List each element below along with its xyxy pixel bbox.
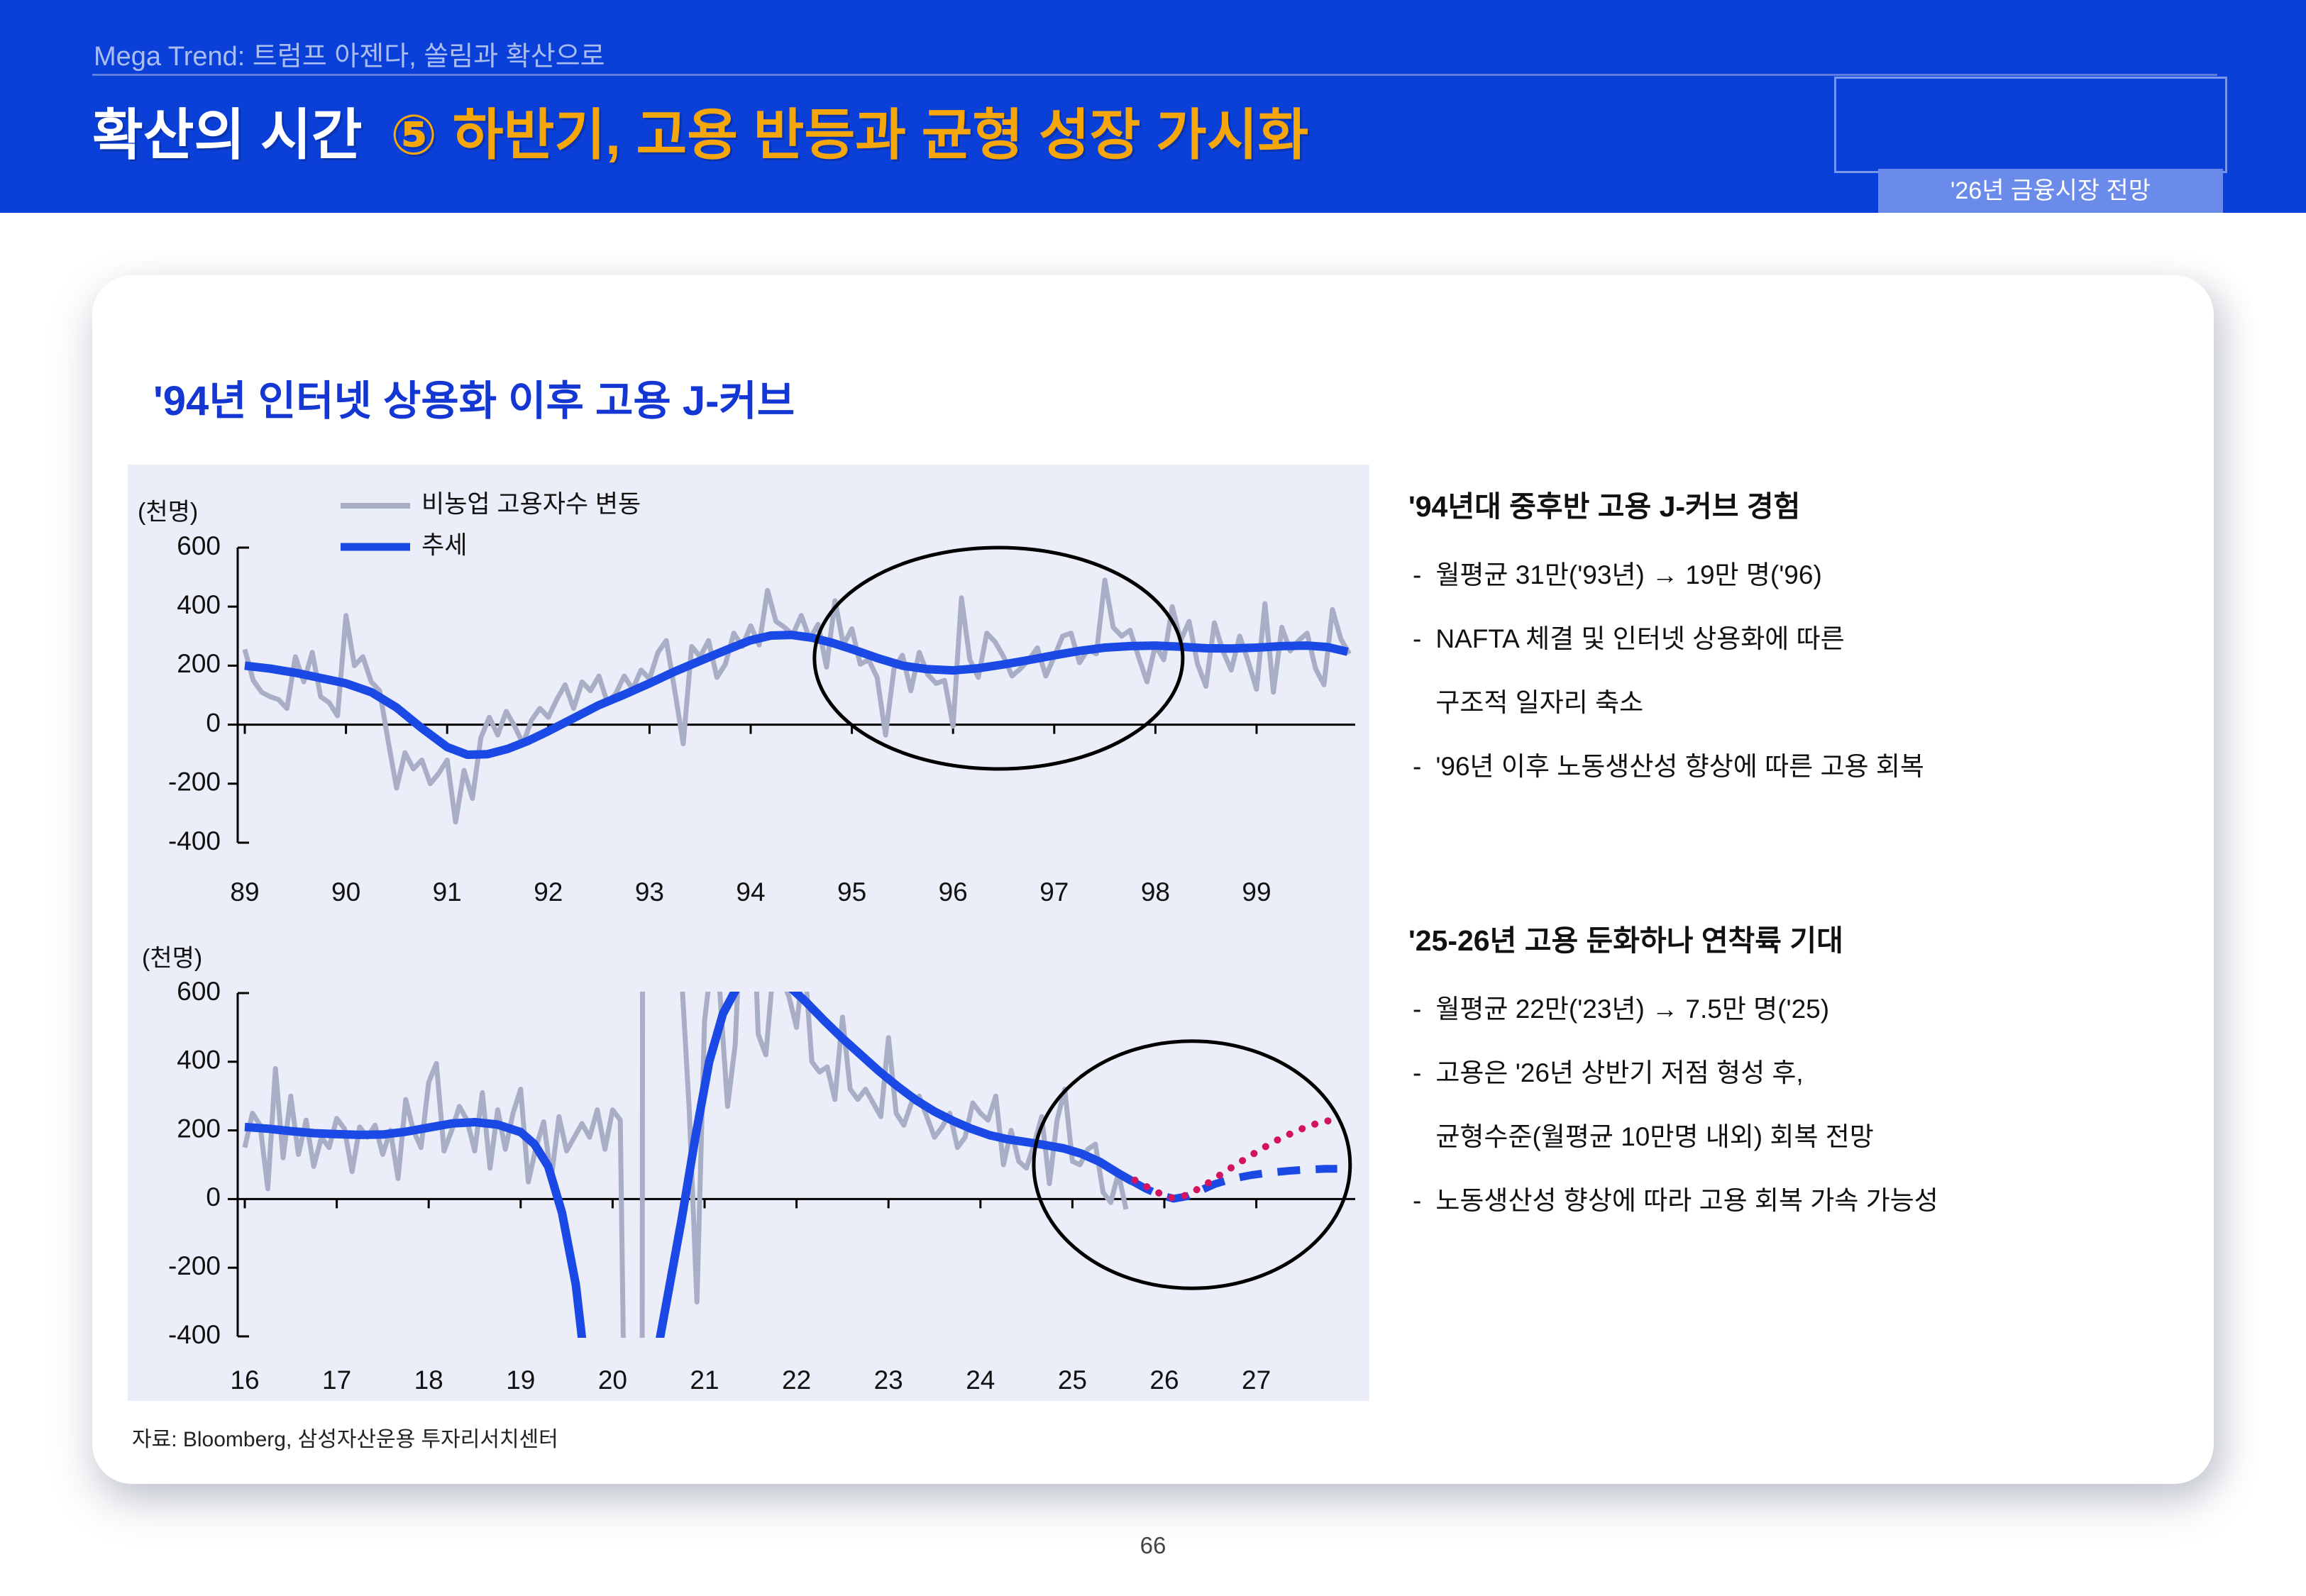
- bullet-item: - 월평균 22만('23년) → 7.5만 명('25): [1413, 994, 1830, 1024]
- svg-text:26: 26: [1149, 1365, 1179, 1395]
- svg-text:200: 200: [177, 649, 221, 678]
- employment-chart-1990s: -400 -200 0 200 400 600 89 90 91 92 93 94 95 96 97 98 99…: [138, 490, 1355, 907]
- page-title-sub: ⑤ 하반기, 고용 반등과 균형 성장 가시화: [390, 104, 1309, 166]
- svg-text:98: 98: [1141, 877, 1170, 907]
- svg-text:90: 90: [331, 877, 360, 907]
- svg-text:600: 600: [177, 977, 221, 1006]
- svg-text:(천명): (천명): [138, 499, 198, 526]
- svg-text:21: 21: [690, 1365, 719, 1395]
- report-badge: '26년 금융시장 전망: [1878, 169, 2223, 213]
- content-card: '94년 인터넷 상용화 이후 고용 J-커브 -400 -200 0 200 400 6…: [92, 275, 2214, 1484]
- commentary-bullets-1990s: - 월평균 31만('93년) → 19만 명('96) - NAFTA 체결 및 인…: [1408, 558, 2224, 785]
- page-title: 확산의 시간 ⑤ 하반기, 고용 반등과 균형 성장 가시화: [92, 91, 1308, 170]
- svg-text:25: 25: [1058, 1365, 1087, 1395]
- svg-text:400: 400: [177, 1046, 221, 1075]
- svg-text:27: 27: [1242, 1365, 1271, 1395]
- bullet-item: - 노동생산성 향상에 따라 고용 회복 가속 가능성: [1413, 1186, 1938, 1215]
- commentary-column: '94년대 중후반 고용 J-커브 경험 - 월평균 31만('93년) → 19…: [1408, 482, 2224, 1247]
- card-title: '94년 인터넷 상용화 이후 고용 J-커브: [153, 378, 795, 425]
- svg-text:96: 96: [939, 877, 968, 907]
- svg-text:97: 97: [1039, 877, 1069, 907]
- svg-text:24: 24: [966, 1365, 995, 1395]
- svg-text:20: 20: [598, 1365, 627, 1395]
- svg-text:94: 94: [736, 877, 765, 907]
- commentary-bullets-2020s: - 월평균 22만('23년) → 7.5만 명('25) - 고용은 '26년 상반…: [1408, 992, 2224, 1219]
- svg-text:추세: 추세: [421, 531, 467, 559]
- bullet-item: - '96년 이후 노동생산성 향상에 따른 고용 회복: [1413, 752, 1924, 781]
- svg-text:17: 17: [322, 1365, 351, 1395]
- slide-header: Mega Trend: 트럼프 아젠다, 쏠림과 확산으로 확산의 시간 ⑤ 하…: [0, 0, 2306, 213]
- svg-text:18: 18: [414, 1365, 443, 1395]
- header-eyebrow: Mega Trend: 트럼프 아젠다, 쏠림과 확산으로: [94, 42, 605, 72]
- svg-text:(천명): (천명): [142, 945, 202, 972]
- svg-text:-200: -200: [168, 767, 221, 797]
- commentary-block-2020s: '25-26년 고용 둔화하나 연착륙 기대 - 월평균 22만('23년) → …: [1408, 916, 2224, 1219]
- page-number: 66: [1140, 1532, 1166, 1558]
- commentary-heading-1990s: '94년대 중후반 고용 J-커브 경험: [1408, 490, 1801, 523]
- svg-text:600: 600: [177, 531, 221, 560]
- svg-text:95: 95: [837, 877, 866, 907]
- commentary-block-1990s: '94년대 중후반 고용 J-커브 경험 - 월평균 31만('93년) → 19…: [1408, 482, 2224, 785]
- svg-text:92: 92: [534, 877, 563, 907]
- source-note: 자료: Bloomberg, 삼성자산운용 투자리서치센터: [132, 1428, 558, 1451]
- commentary-heading-2020s: '25-26년 고용 둔화하나 연착륙 기대: [1408, 924, 1843, 957]
- svg-text:16: 16: [230, 1365, 259, 1395]
- svg-text:200: 200: [177, 1114, 221, 1143]
- svg-text:-400: -400: [168, 1320, 221, 1349]
- svg-text:99: 99: [1242, 877, 1271, 907]
- bullet-item: - 월평균 31만('93년) → 19만 명('96): [1413, 560, 1822, 589]
- header-outline-box: [1834, 77, 2227, 173]
- bullet-item: - NAFTA 체결 및 인터넷 상용화에 따른 구조적 일자리 축소: [1413, 624, 1845, 717]
- svg-text:비농업 고용자수 변동: 비농업 고용자수 변동: [421, 490, 641, 518]
- bullet-item: - 고용은 '26년 상반기 저점 형성 후, 균형수준(월평균 10만명 내외) …: [1413, 1058, 1874, 1151]
- svg-text:19: 19: [506, 1365, 535, 1395]
- chart-panel: -400 -200 0 200 400 600 89 90 91 92 93 94 95 96 97 98 99…: [128, 465, 1369, 1401]
- page-title-main: 확산의 시간: [92, 104, 363, 166]
- svg-text:400: 400: [177, 590, 221, 619]
- svg-text:-200: -200: [168, 1251, 221, 1280]
- svg-text:22: 22: [782, 1365, 811, 1395]
- svg-text:93: 93: [635, 877, 664, 907]
- svg-text:-400: -400: [168, 826, 221, 855]
- employment-chart-2020s: -400 -200 0 200 400 600 16 17 18 19 20 21 22 23 24 25 26…: [142, 945, 1355, 1395]
- svg-text:0: 0: [206, 708, 221, 737]
- svg-text:89: 89: [230, 877, 259, 907]
- svg-text:0: 0: [206, 1182, 221, 1212]
- header-rule: [92, 74, 2217, 76]
- svg-text:91: 91: [433, 877, 462, 907]
- svg-text:23: 23: [874, 1365, 903, 1395]
